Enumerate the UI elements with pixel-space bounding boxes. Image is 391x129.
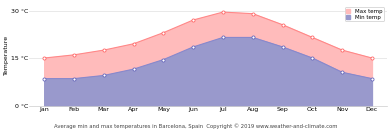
Point bbox=[160, 59, 167, 61]
Point bbox=[41, 78, 47, 80]
Point bbox=[280, 24, 286, 26]
Point bbox=[339, 71, 345, 73]
Point bbox=[309, 36, 316, 38]
Point bbox=[71, 78, 77, 80]
Point bbox=[249, 13, 256, 15]
Point bbox=[100, 74, 107, 76]
Point bbox=[41, 57, 47, 59]
Y-axis label: Temperature: Temperature bbox=[4, 35, 9, 75]
Point bbox=[131, 68, 137, 70]
Point bbox=[220, 11, 226, 13]
Point bbox=[249, 36, 256, 38]
Text: Average min and max temperatures in Barcelona, Spain  Copyright © 2019 www.weath: Average min and max temperatures in Barc… bbox=[54, 123, 337, 129]
Point bbox=[280, 46, 286, 48]
Point bbox=[160, 32, 167, 34]
Legend: Max temp, Min temp: Max temp, Min temp bbox=[345, 7, 384, 21]
Point bbox=[309, 57, 316, 59]
Point bbox=[71, 54, 77, 56]
Point bbox=[369, 57, 375, 59]
Point bbox=[190, 19, 196, 21]
Point bbox=[190, 46, 196, 48]
Point bbox=[131, 43, 137, 45]
Point bbox=[100, 49, 107, 51]
Point bbox=[369, 78, 375, 80]
Point bbox=[339, 49, 345, 51]
Point bbox=[220, 36, 226, 38]
